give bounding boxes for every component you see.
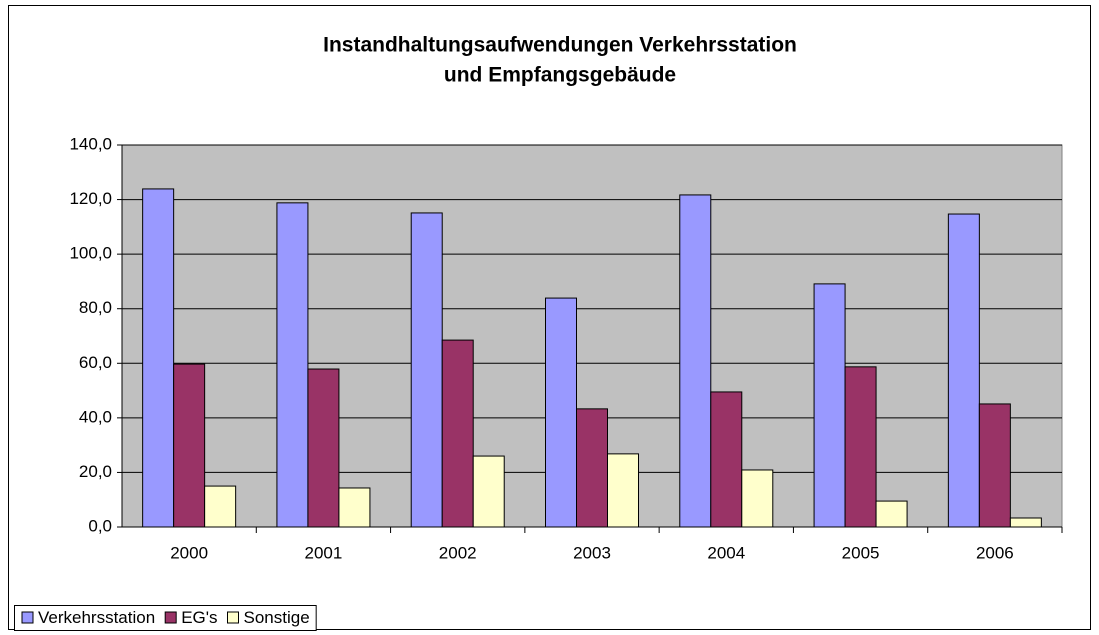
bar	[1009, 517, 1042, 528]
bar	[173, 363, 206, 528]
bar	[276, 202, 309, 528]
chart-title: Instandhaltungsaufwendungen Verkehrsstat…	[323, 34, 797, 57]
y-tick-label: 40,0	[79, 407, 112, 426]
bar	[142, 188, 175, 528]
y-tick-label: 80,0	[79, 298, 112, 317]
bar	[875, 500, 908, 528]
bar	[307, 368, 340, 528]
bar	[204, 485, 237, 528]
y-tick-label: 60,0	[79, 353, 112, 372]
bar	[410, 212, 443, 528]
x-tick-label: 2005	[842, 543, 880, 562]
bar	[545, 297, 577, 528]
bar	[472, 455, 505, 528]
x-tick-label: 2006	[976, 543, 1014, 562]
x-tick-label: 2002	[439, 543, 477, 562]
x-tick-label: 2004	[707, 543, 745, 562]
bar	[710, 391, 743, 528]
y-tick-label: 20,0	[79, 462, 112, 481]
bar	[741, 469, 774, 528]
legend-swatch	[164, 611, 177, 624]
bar	[813, 283, 846, 528]
bar	[978, 403, 1011, 528]
bar	[947, 213, 980, 528]
bar	[844, 366, 877, 528]
y-tick-label: 0,0	[88, 516, 112, 535]
chart-title: und Empfangsgebäude	[444, 64, 676, 87]
legend-label: Sonstige	[244, 608, 310, 627]
bar	[576, 408, 608, 528]
bar	[679, 194, 712, 528]
bar	[607, 453, 639, 528]
legend-swatch	[21, 611, 34, 624]
x-tick-label: 2001	[305, 543, 343, 562]
y-tick-label: 120,0	[69, 189, 112, 208]
legend-label: EG's	[181, 608, 217, 627]
y-tick-label: 100,0	[69, 244, 112, 263]
x-tick-label: 2003	[573, 543, 611, 562]
legend-swatch	[227, 611, 239, 624]
bar	[441, 339, 474, 528]
legend-label: Verkehrsstation	[38, 608, 155, 627]
x-tick-label: 2000	[170, 543, 208, 562]
bar	[338, 487, 371, 528]
y-tick-label: 140,0	[69, 134, 112, 153]
